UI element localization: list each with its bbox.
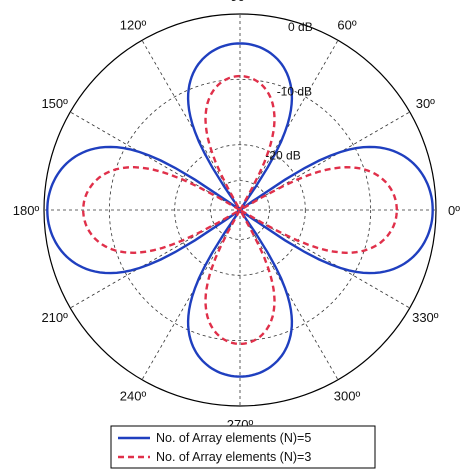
grid-spoke — [70, 209, 241, 309]
ring-label: -10 dB — [277, 84, 312, 98]
angle-tick-label: 60º — [337, 18, 356, 33]
angle-tick-label: 300º — [334, 388, 361, 403]
grid-spoke — [239, 111, 410, 211]
ring-label: -20 dB — [265, 149, 300, 163]
angle-tick-label: 30º — [416, 96, 435, 111]
legend-box — [110, 425, 376, 469]
legend: No. of Array elements (N)=5 No. of Array… — [110, 425, 376, 469]
angle-tick-label: 90º — [230, 0, 249, 4]
series-line-0 — [46, 42, 434, 378]
angle-tick-label: 240º — [120, 388, 147, 403]
outer-ring — [43, 13, 437, 407]
ring-label: 0 dB — [288, 20, 313, 34]
legend-label-n5: No. of Array elements (N)=5 — [156, 431, 311, 445]
angle-tick-label: 330º — [412, 310, 439, 325]
grid-spoke — [239, 209, 339, 380]
series-layer — [46, 42, 434, 378]
angle-tick-label: 0º — [448, 203, 460, 218]
angle-tick-label: 180º — [13, 203, 40, 218]
grid-ring — [174, 144, 306, 276]
angle-tick-label: 210º — [41, 310, 68, 325]
grid-spoke — [141, 40, 241, 211]
legend-label-n3: No. of Array elements (N)=3 — [156, 450, 311, 464]
grid-ring — [108, 78, 372, 342]
angle-tick-label: 150º — [41, 96, 68, 111]
series-line-1 — [81, 74, 398, 346]
grid-ring — [210, 180, 270, 240]
angle-tick-label: 120º — [120, 18, 147, 33]
axis-labels: 0º30º60º90º120º150º180º210º240º270º300º3… — [13, 0, 460, 432]
